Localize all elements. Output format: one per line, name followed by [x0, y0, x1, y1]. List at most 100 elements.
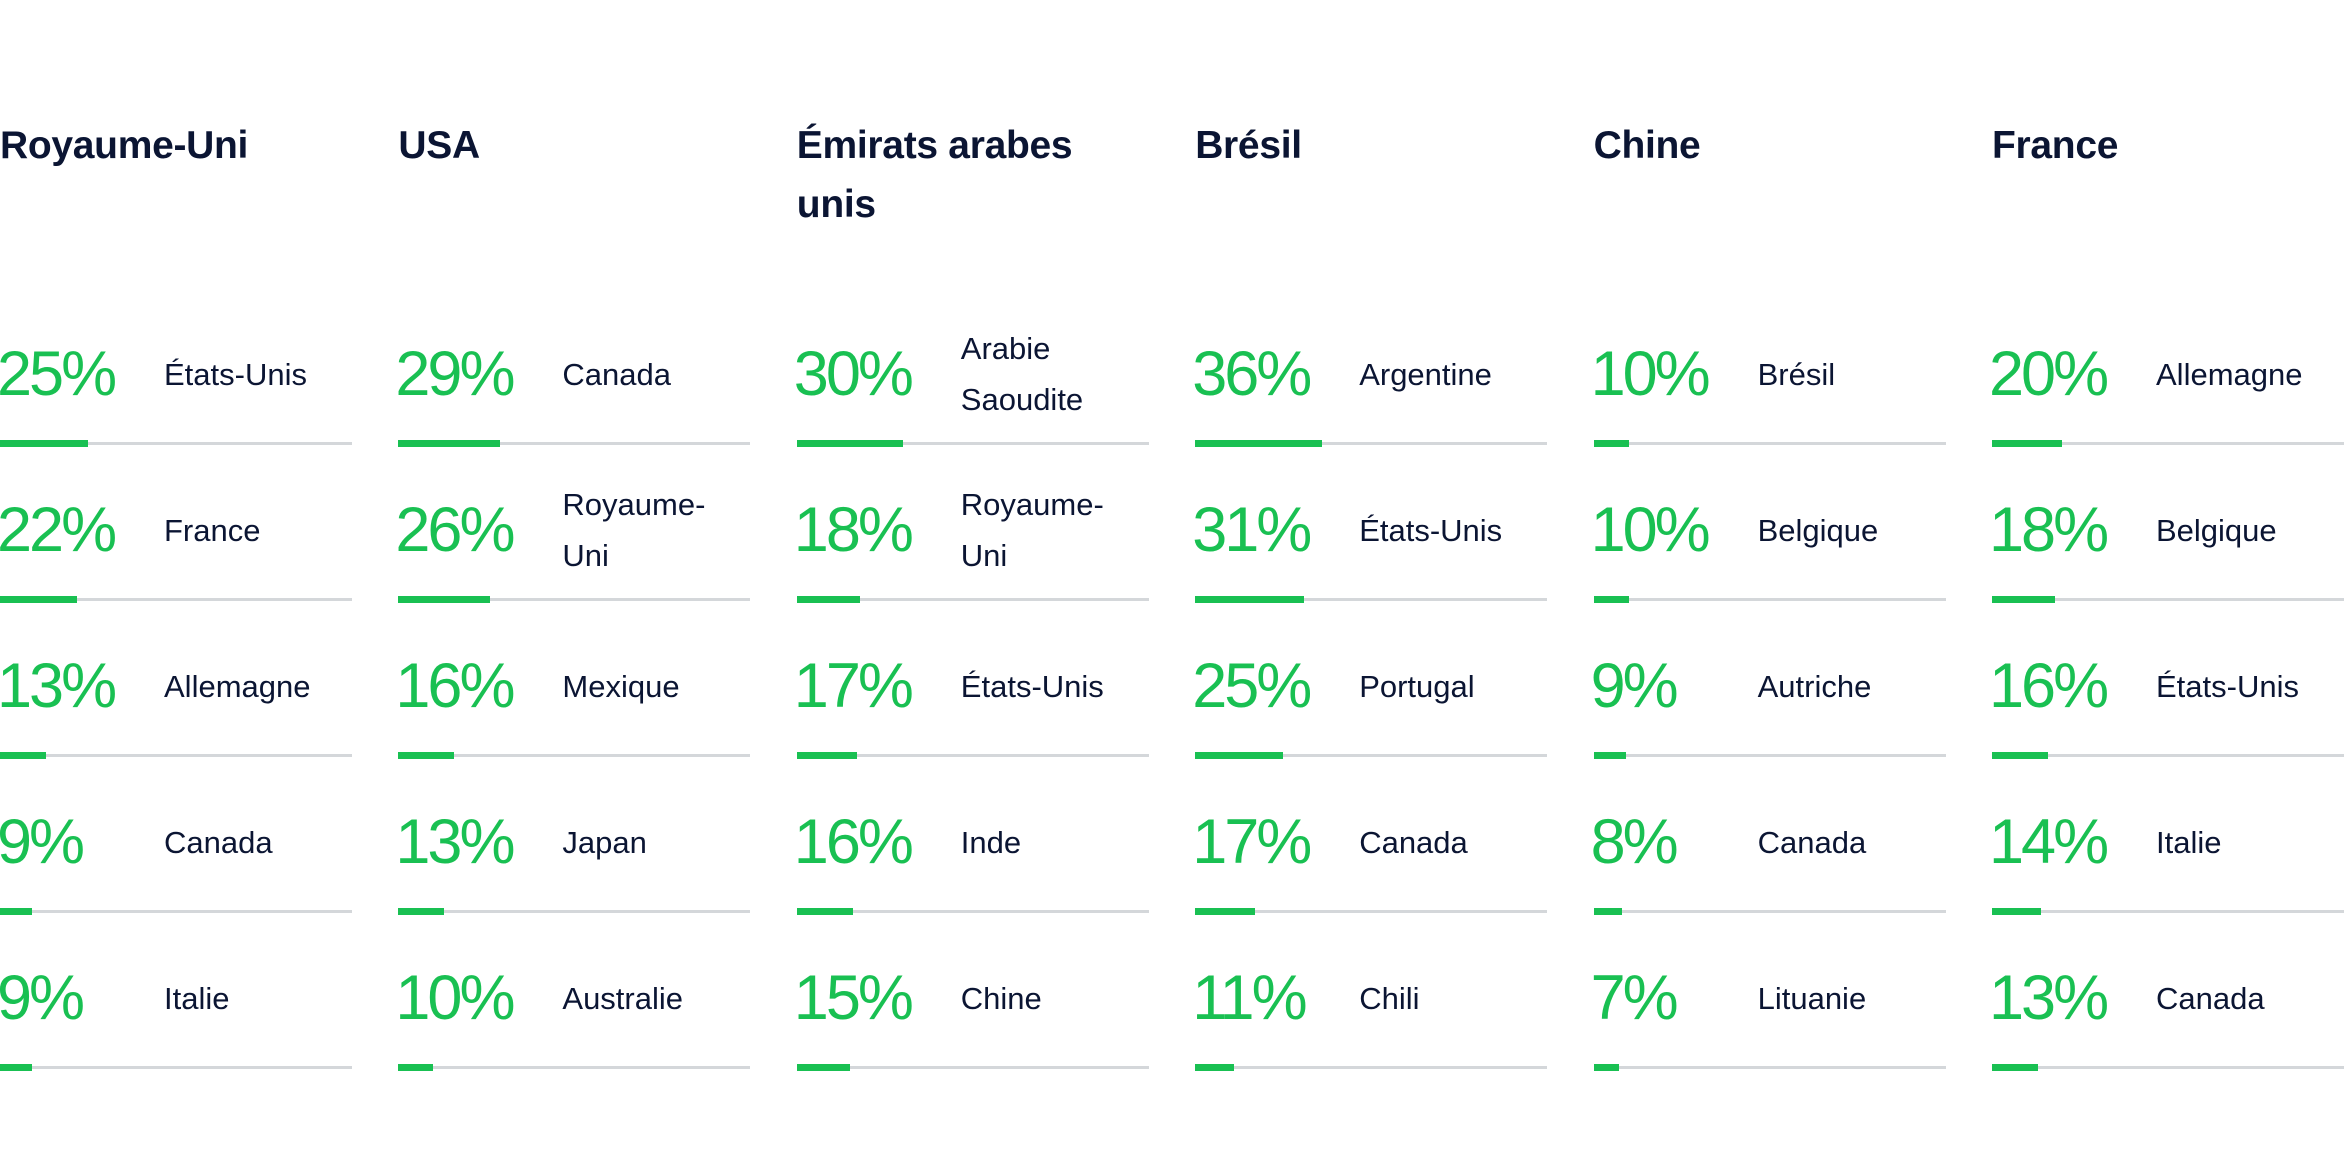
share-row: 17% États-Unis: [793, 626, 1149, 782]
destination-country-label: Autriche: [1757, 668, 1872, 704]
share-bar-track: [1593, 1064, 1946, 1071]
share-bar-fill: [1593, 1064, 1619, 1071]
share-bar-fill: [0, 596, 77, 603]
share-bar-fill: [1593, 440, 1629, 447]
share-bar-fill: [398, 596, 491, 603]
destination-label-wrap: Japan: [562, 782, 748, 902]
destination-country-label: Arabie Saoudite: [960, 331, 1084, 417]
share-percent-label: 17%: [793, 651, 914, 721]
destination-label-wrap: Royaume-Uni: [961, 470, 1147, 590]
share-row: 10% Australie: [395, 938, 751, 1094]
destination-country-label: Allemagne: [2156, 356, 2303, 392]
share-bar-track: [1195, 440, 1548, 447]
share-bar-track: [1593, 440, 1946, 447]
share-percent-label: 16%: [1989, 651, 2109, 721]
share-bar-track: [398, 1064, 751, 1071]
destination-label-wrap: Belgique: [1758, 470, 1944, 590]
destination-country-label: Belgique: [2156, 512, 2277, 548]
share-row: 18% Royaume-Uni: [793, 470, 1149, 626]
share-bar-fill: [1992, 1064, 2038, 1071]
destination-label-wrap: Canada: [164, 782, 350, 902]
share-percent-label: 18%: [793, 495, 914, 565]
share-bar-fill: [796, 752, 857, 759]
destination-country-label: Canada: [1757, 824, 1867, 860]
share-percent-label: 13%: [0, 651, 117, 721]
share-bar-fill: [1195, 1064, 1235, 1071]
destination-country-label: Canada: [2156, 980, 2265, 1016]
share-percent-label: 29%: [395, 339, 515, 409]
share-bar-fill: [398, 908, 445, 915]
share-percent-label: 26%: [395, 495, 515, 565]
destination-country-label: Mexique: [562, 668, 680, 704]
destination-label-wrap: Italie: [164, 938, 350, 1058]
share-bar-fill: [796, 596, 860, 603]
share-row: 16% Mexique: [395, 626, 751, 782]
destination-label-wrap: Allemagne: [164, 626, 350, 746]
share-row: 14% Italie: [1989, 782, 2344, 938]
destination-label-wrap: Australie: [562, 938, 748, 1058]
share-bar-fill: [1992, 440, 2062, 447]
share-percent-label: 14%: [1989, 807, 2109, 877]
destination-label-wrap: États-Unis: [1359, 470, 1545, 590]
share-percent-label: 17%: [1192, 807, 1312, 877]
share-percent-label: 22%: [0, 495, 117, 565]
destination-label-wrap: Belgique: [2156, 470, 2342, 590]
share-bar-track: [796, 752, 1149, 759]
country-column: Brésil 36% Argentine 31% États-Unis 25% Portug…: [1192, 0, 1548, 1176]
share-bar-fill: [1593, 752, 1626, 759]
share-row: 9% Canada: [0, 782, 352, 938]
share-bar-track: [1992, 596, 2344, 603]
share-bar-fill: [0, 908, 32, 915]
share-row: 7% Lituanie: [1591, 938, 1946, 1094]
share-bar-fill: [398, 440, 501, 447]
share-bar-fill: [0, 1064, 32, 1071]
share-bar-track: [0, 440, 352, 447]
destination-label-wrap: Royaume-Uni: [562, 470, 748, 590]
share-bar-fill: [1992, 752, 2048, 759]
share-row: 30% Arabie Saoudite: [794, 314, 1149, 470]
share-bar-fill: [796, 908, 853, 915]
destination-country-label: Italie: [164, 980, 230, 1016]
country-column-title: USA: [398, 124, 480, 167]
share-bar-track: [398, 752, 751, 759]
destination-country-label: Canada: [562, 356, 671, 392]
share-percent-label: 16%: [395, 651, 515, 721]
country-column-title: Royaume-Uni: [0, 124, 249, 167]
share-percent-label: 15%: [793, 963, 914, 1033]
country-column-title: France: [1992, 124, 2119, 167]
destination-country-label: Argentine: [1359, 356, 1492, 392]
share-percent-label: 11%: [1192, 963, 1307, 1033]
share-row: 10% Belgique: [1591, 470, 1946, 626]
destination-country-label: États-Unis: [960, 668, 1104, 704]
destination-label-wrap: Inde: [961, 782, 1147, 902]
share-bar-fill: [1593, 908, 1622, 915]
destination-country-label: Royaume-Uni: [562, 487, 706, 573]
country-column: Émirats arabes unis 30% Arabie Saoudite 18%…: [793, 0, 1149, 1176]
country-column: Royaume-Uni 25% États-Unis 22% France 13% Alle…: [0, 0, 352, 1176]
destination-label-wrap: France: [164, 470, 350, 590]
share-row: 25% Portugal: [1192, 626, 1548, 782]
destination-label-wrap: Lituanie: [1758, 938, 1944, 1058]
share-bar-track: [796, 596, 1149, 603]
share-bar-fill: [1195, 908, 1256, 915]
share-bar-fill: [1195, 596, 1305, 603]
share-bar-track: [1992, 1064, 2344, 1071]
share-row: 13% Japan: [395, 782, 751, 938]
share-bar-track: [796, 440, 1149, 447]
share-row: 15% Chine: [793, 938, 1149, 1094]
share-bar-fill: [0, 440, 88, 447]
share-bar-fill: [1593, 596, 1629, 603]
share-bar-fill: [398, 1064, 434, 1071]
country-column-title: Brésil: [1195, 124, 1302, 167]
destination-label-wrap: Canada: [562, 314, 748, 434]
share-row: 22% France: [0, 470, 352, 626]
share-bar-track: [0, 596, 352, 603]
destination-country-label: Japan: [562, 824, 647, 860]
destination-country-label: États-Unis: [2156, 668, 2299, 704]
share-row: 16% États-Unis: [1989, 626, 2344, 782]
destination-label-wrap: États-Unis: [164, 314, 350, 434]
share-percent-label: 25%: [1192, 651, 1312, 721]
country-column-title: Émirats arabes unis: [796, 124, 1073, 226]
share-percent-label: 9%: [0, 807, 85, 877]
